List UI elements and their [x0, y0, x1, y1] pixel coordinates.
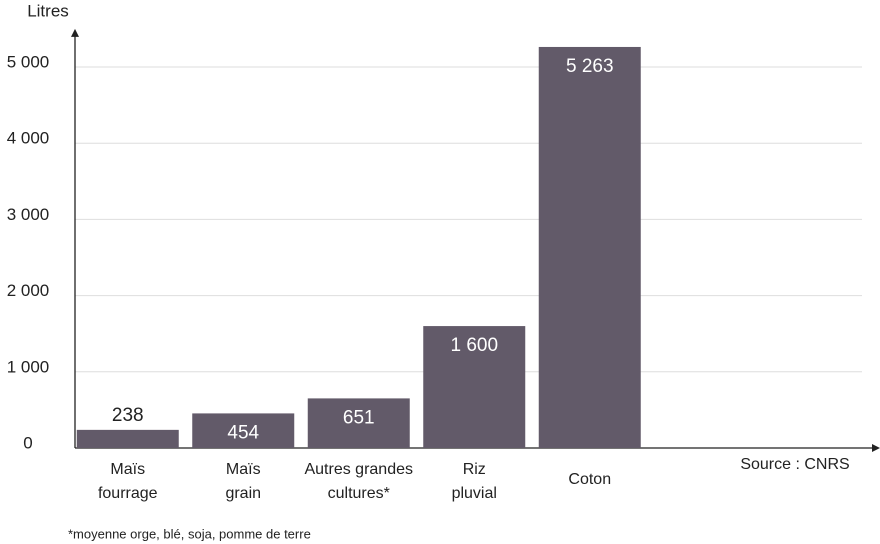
x-tick-label: Maïs [226, 461, 261, 478]
value-label: 651 [343, 407, 375, 428]
x-tick-label: Riz [463, 461, 486, 478]
value-label: 454 [227, 422, 259, 443]
y-tick-label: 0 [23, 433, 32, 452]
x-axis-arrow [872, 444, 880, 452]
bar [192, 413, 295, 448]
y-axis-title: Litres [27, 1, 69, 20]
y-tick-label: 5 000 [7, 52, 50, 71]
footnote: *moyenne orge, blé, soja, pomme de terre [68, 526, 311, 541]
value-label: 5 263 [566, 56, 614, 77]
x-tick-label: pluvial [452, 485, 497, 502]
bar [423, 326, 526, 448]
value-label: 1 600 [450, 335, 498, 356]
x-tick-label: Autres grandes [304, 461, 413, 478]
x-tick-label: fourrage [98, 485, 158, 502]
bar [538, 46, 641, 448]
x-tick-label: Maïs [110, 461, 145, 478]
y-tick-label: 4 000 [7, 129, 50, 148]
x-tick-label: cultures* [328, 485, 390, 502]
x-tick-label: grain [225, 485, 261, 502]
y-axis-arrow [71, 28, 79, 37]
y-tick-label: 1 000 [7, 357, 50, 376]
y-tick-label: 2 000 [7, 281, 50, 300]
y-tick-label: 3 000 [7, 205, 50, 224]
value-label: 238 [112, 405, 144, 426]
source: Source : CNRS [740, 456, 849, 473]
bar [76, 429, 179, 448]
bar [307, 398, 410, 448]
x-tick-label: Coton [568, 471, 611, 488]
